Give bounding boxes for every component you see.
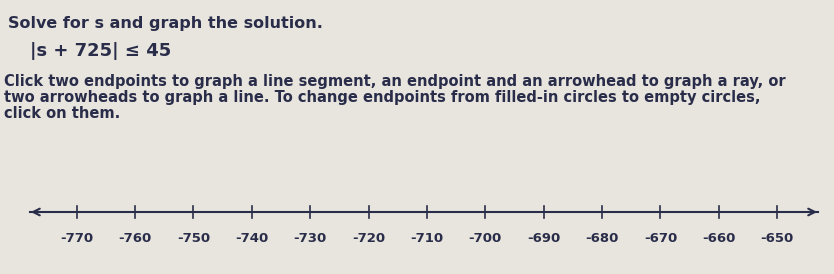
Text: Solve for s and graph the solution.: Solve for s and graph the solution. [8,16,323,31]
Text: click on them.: click on them. [4,106,120,121]
Text: -770: -770 [60,232,93,245]
Text: -680: -680 [585,232,619,245]
Text: -720: -720 [352,232,385,245]
Text: -710: -710 [410,232,444,245]
Text: -760: -760 [118,232,152,245]
Text: -750: -750 [177,232,210,245]
Text: -650: -650 [761,232,794,245]
Text: Click two endpoints to graph a line segment, an endpoint and an arrowhead to gra: Click two endpoints to graph a line segm… [4,74,786,89]
Text: -700: -700 [469,232,502,245]
Text: -670: -670 [644,232,677,245]
Text: |s + 725| ≤ 45: |s + 725| ≤ 45 [30,42,171,60]
Text: two arrowheads to graph a line. To change endpoints from filled-in circles to em: two arrowheads to graph a line. To chang… [4,90,761,105]
Text: -740: -740 [235,232,269,245]
Text: -660: -660 [702,232,736,245]
Text: -730: -730 [294,232,327,245]
Text: -690: -690 [527,232,560,245]
